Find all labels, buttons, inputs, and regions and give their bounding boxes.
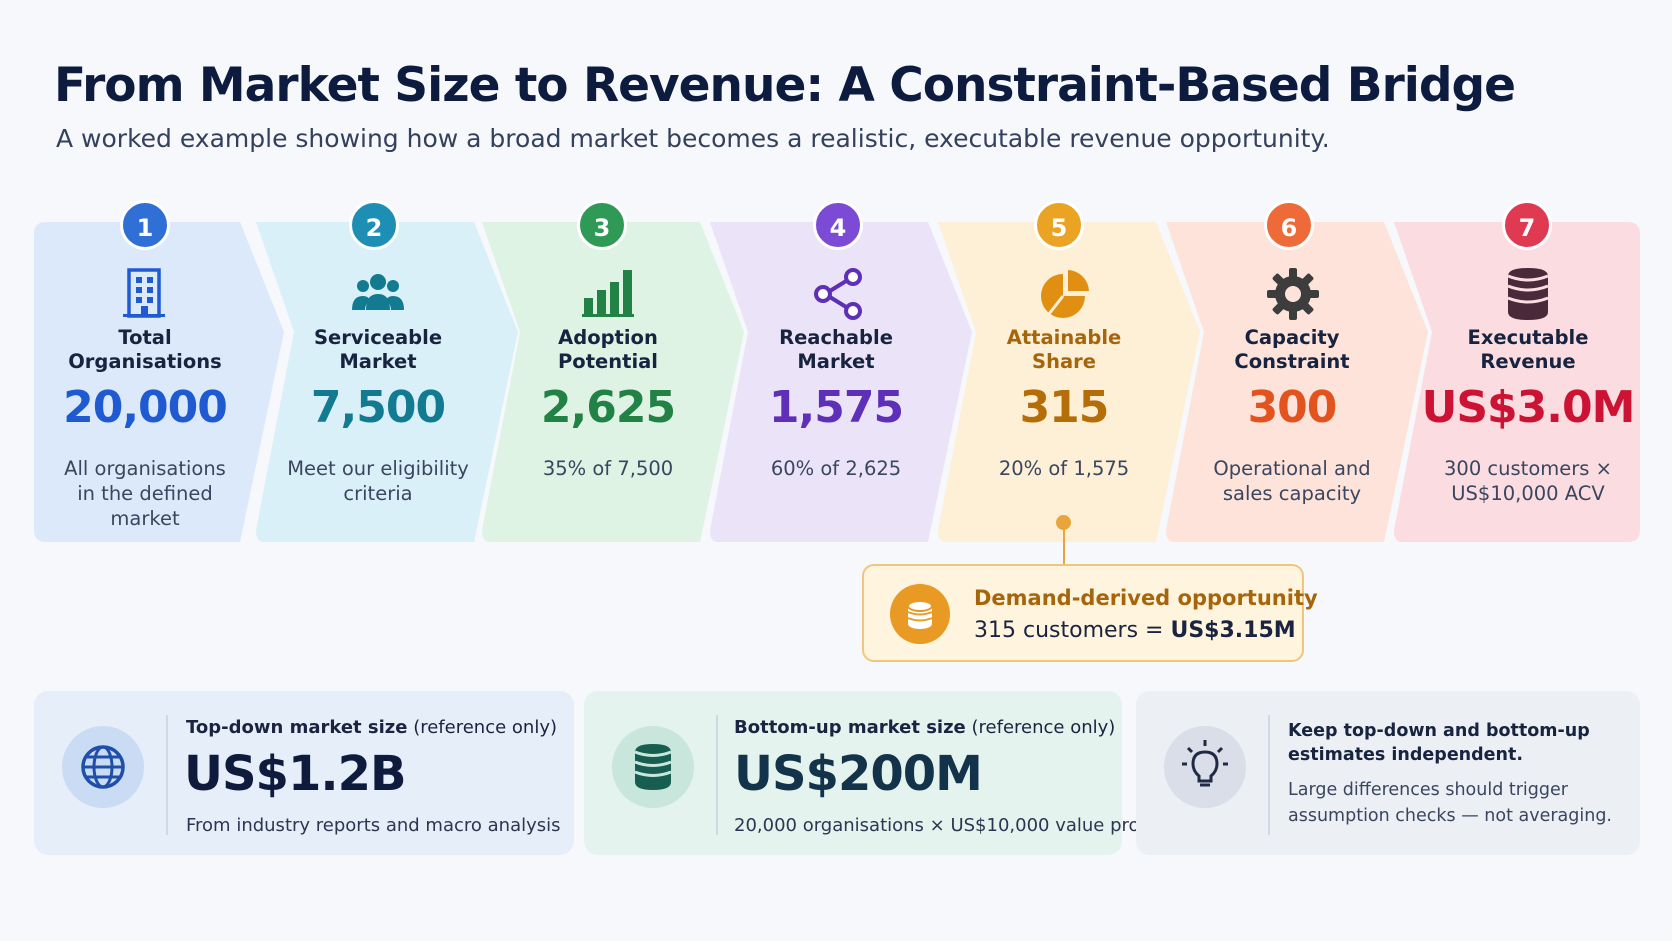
step-shape bbox=[1166, 222, 1428, 542]
step-value: 315 bbox=[1019, 382, 1110, 433]
step-value: 2,625 bbox=[540, 382, 676, 433]
step-shape bbox=[938, 222, 1200, 542]
card-value: US$200M bbox=[734, 746, 983, 802]
step-label: Serviceable Market bbox=[313, 326, 443, 373]
step-number-badge: 6 bbox=[1264, 200, 1314, 250]
bottomup-card: Bottom-up market size (reference only) U… bbox=[584, 691, 1160, 855]
tip-text: Large differences should trigger assumpti… bbox=[1288, 780, 1612, 826]
bridge-steps: 1 Total Organisations 20,000 All organisa… bbox=[34, 200, 1640, 542]
step-reachable-market: 4 Reachable Market 1,575 60% of 2,625 bbox=[704, 200, 976, 542]
step-description: Operational and sales capacity bbox=[1213, 457, 1371, 505]
step-shape bbox=[34, 222, 284, 542]
callout-connector-line bbox=[1063, 524, 1065, 564]
step-label: Capacity Constraint bbox=[1234, 326, 1350, 373]
step-value: 20,000 bbox=[63, 382, 228, 433]
gear-icon bbox=[1267, 268, 1319, 320]
card-divider bbox=[1268, 715, 1270, 835]
step-value: 300 bbox=[1247, 382, 1338, 433]
step-number-badge: 5 bbox=[1034, 200, 1084, 250]
building-icon bbox=[123, 268, 165, 318]
step-attainable-share: 5 Attainable Share 315 20% of 1,575 bbox=[932, 200, 1204, 542]
database-icon bbox=[612, 726, 694, 808]
step-description: 300 customers × US$10,000 ACV bbox=[1444, 457, 1612, 505]
step-shape bbox=[256, 222, 518, 542]
step-description: All organisations in the defined market bbox=[64, 457, 226, 530]
step-capacity-constraint: 6 Capacity Constraint 300 Operational and… bbox=[1160, 200, 1432, 542]
step-shape bbox=[710, 222, 972, 542]
step-number-badge: 1 bbox=[120, 200, 170, 250]
step-label: Adoption Potential bbox=[558, 326, 658, 373]
card-footnote: From industry reports and macro analysis bbox=[186, 815, 561, 836]
card-divider bbox=[716, 715, 718, 835]
step-serviceable-market: 2 Serviceable Market 7,500 Meet our eligi… bbox=[250, 200, 522, 542]
callout-title: Demand-derived opportunity bbox=[974, 586, 1318, 610]
bar-chart-icon bbox=[582, 270, 634, 317]
coins-icon bbox=[890, 584, 950, 644]
step-label: Reachable Market bbox=[779, 326, 893, 373]
step-description: 20% of 1,575 bbox=[998, 457, 1130, 480]
card-heading: Top-down market size (reference only) bbox=[186, 717, 557, 738]
step-value: 7,500 bbox=[310, 382, 446, 433]
lightbulb-icon bbox=[1164, 726, 1246, 808]
step-description: Meet our eligibility criteria bbox=[287, 457, 469, 505]
tip-card: Keep top-down and bottom-up estimates ind… bbox=[1136, 691, 1640, 855]
share-icon bbox=[814, 268, 862, 320]
card-divider bbox=[166, 715, 168, 835]
step-label: Attainable Share bbox=[1006, 326, 1122, 373]
callout-connector-dot bbox=[1056, 515, 1071, 530]
step-label: Executable Revenue bbox=[1467, 326, 1589, 373]
globe-icon bbox=[62, 726, 144, 808]
card-heading: Bottom-up market size (reference only) bbox=[734, 717, 1116, 738]
tip-heading: Keep top-down and bottom-up estimates ind… bbox=[1288, 721, 1590, 765]
page-title: From Market Size to Revenue: A Constrain… bbox=[54, 58, 1516, 113]
step-number-badge: 4 bbox=[813, 200, 863, 250]
card-value: US$1.2B bbox=[184, 746, 407, 802]
page-subtitle: A worked example showing how a broad mar… bbox=[56, 124, 1330, 153]
database-icon bbox=[1507, 268, 1549, 320]
step-number-badge: 7 bbox=[1502, 200, 1552, 250]
step-total-organisations: 1 Total Organisations 20,000 All organisa… bbox=[34, 200, 288, 542]
step-number-badge: 2 bbox=[349, 200, 399, 250]
step-number-badge: 3 bbox=[577, 200, 627, 250]
step-value: 1,575 bbox=[768, 382, 904, 433]
pie-chart-icon bbox=[1041, 270, 1089, 318]
topdown-card: Top-down market size (reference only) US… bbox=[34, 691, 574, 855]
step-shape bbox=[1394, 222, 1640, 542]
step-description: 60% of 2,625 bbox=[770, 457, 902, 480]
callout-text: 315 customers = US$3.15M bbox=[974, 618, 1296, 643]
demand-derived-callout: Demand-derived opportunity 315 customers… bbox=[862, 564, 1318, 662]
step-shape bbox=[482, 222, 744, 542]
step-value: US$3.0M bbox=[1421, 382, 1636, 433]
step-description: 35% of 7,500 bbox=[542, 457, 674, 480]
people-icon bbox=[352, 274, 404, 310]
step-adoption-potential: 3 Adoption Potential 2,625 35% of 7,500 bbox=[476, 200, 748, 542]
card-footnote: 20,000 organisations × US$10,000 value p… bbox=[734, 815, 1161, 836]
step-executable-revenue: 7 Executable Revenue US$3.0M 300 customer… bbox=[1388, 200, 1640, 542]
step-label: Total Organisations bbox=[68, 326, 222, 373]
